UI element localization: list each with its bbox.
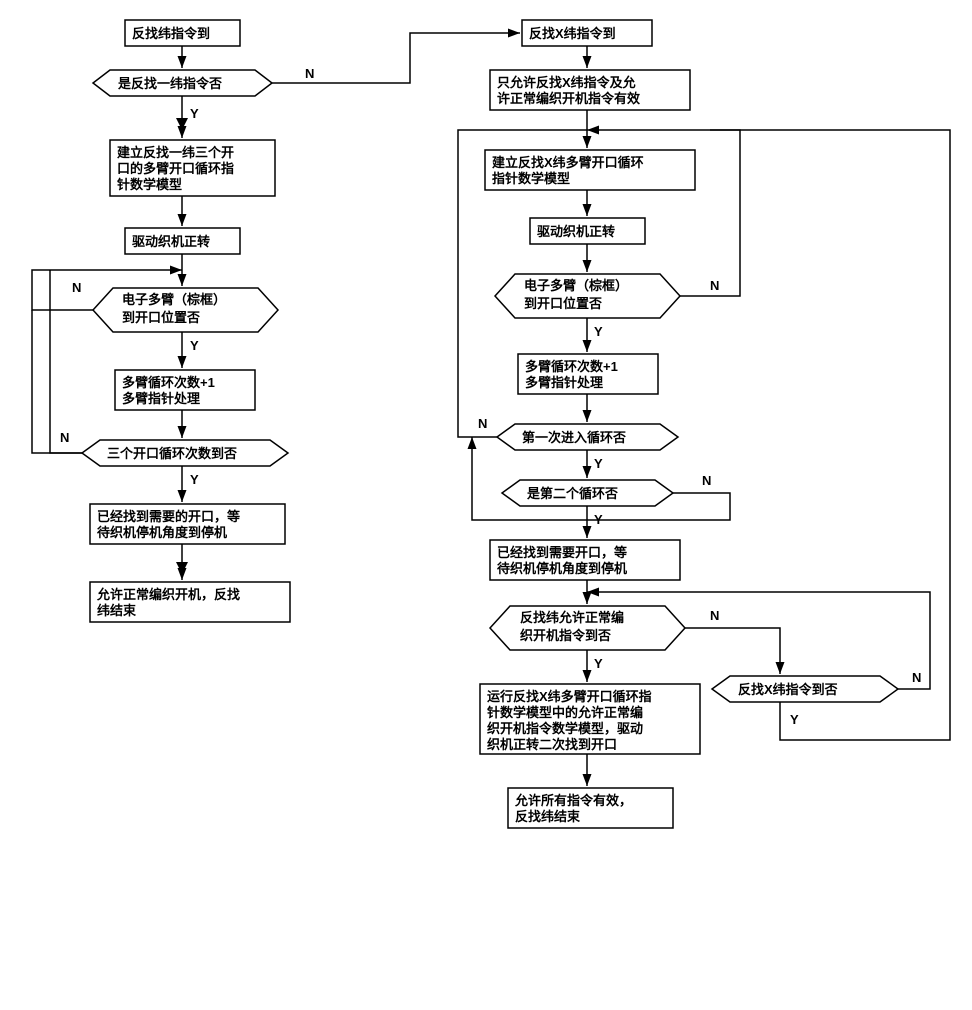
left-d1-text: 是反找一纬指令否 [117, 76, 222, 91]
svg-text:多臂循环次数+1: 多臂循环次数+1 [122, 375, 215, 390]
svg-text:只允许反找X纬指令及允: 只允许反找X纬指令及允 [497, 75, 636, 90]
svg-text:已经找到需要的开口，等: 已经找到需要的开口，等 [97, 509, 240, 524]
left-d1-y: Y [190, 106, 199, 121]
svg-text:第一次进入循环否: 第一次进入循环否 [522, 430, 626, 445]
left-d2-y: Y [190, 338, 199, 353]
svg-text:针数学模型中的允许正常编: 针数学模型中的允许正常编 [486, 705, 643, 720]
svg-text:驱动织机正转: 驱动织机正转 [132, 234, 210, 249]
right-d2-y: Y [594, 456, 603, 471]
svg-text:电子多臂（棕框）: 电子多臂（棕框） [524, 278, 628, 293]
left-d2-n: N [72, 280, 81, 295]
right-d2-n: N [478, 416, 487, 431]
svg-text:到开口位置否: 到开口位置否 [122, 310, 200, 325]
svg-text:反找X纬指令到否: 反找X纬指令到否 [738, 682, 838, 697]
svg-text:三个开口循环次数到否: 三个开口循环次数到否 [107, 446, 237, 461]
left-n1-text: 反找纬指令到 [132, 26, 210, 41]
svg-text:织开机指令数学模型，驱动: 织开机指令数学模型，驱动 [487, 721, 643, 736]
svg-text:驱动织机正转: 驱动织机正转 [537, 224, 615, 239]
svg-text:建立反找X纬多臂开口循环: 建立反找X纬多臂开口循环 [492, 155, 644, 170]
svg-text:多臂指针处理: 多臂指针处理 [525, 375, 603, 390]
right-d4-n: N [710, 608, 719, 623]
svg-text:反找纬允许正常编: 反找纬允许正常编 [520, 610, 624, 625]
svg-text:已经找到需要开口，等: 已经找到需要开口，等 [497, 545, 627, 560]
left-d3-n: N [60, 430, 69, 445]
svg-text:到开口位置否: 到开口位置否 [524, 296, 602, 311]
right-d5-y: Y [790, 712, 799, 727]
right-d4-y: Y [594, 656, 603, 671]
svg-text:反找X纬指令到: 反找X纬指令到 [529, 26, 616, 41]
svg-text:待织机停机角度到停机: 待织机停机角度到停机 [496, 561, 627, 576]
svg-text:电子多臂（棕框）: 电子多臂（棕框） [122, 292, 226, 307]
svg-text:是第二个循环否: 是第二个循环否 [526, 486, 618, 501]
svg-text:口的多臂开口循环指: 口的多臂开口循环指 [117, 161, 234, 176]
left-d1-n: N [305, 66, 314, 81]
left-d3-y: Y [190, 472, 199, 487]
svg-text:织机正转二次找到开口: 织机正转二次找到开口 [487, 737, 617, 752]
svg-text:指针数学模型: 指针数学模型 [492, 171, 570, 186]
svg-text:多臂循环次数+1: 多臂循环次数+1 [525, 359, 618, 374]
svg-text:反找纬结束: 反找纬结束 [515, 809, 581, 824]
flowchart-svg: 反找纬指令到 是反找一纬指令否 N Y 建立反找一纬三个开 口的多臂开口循环指 … [10, 10, 962, 1000]
svg-text:纬结束: 纬结束 [97, 603, 137, 618]
svg-text:多臂指针处理: 多臂指针处理 [122, 391, 200, 406]
right-d1-n: N [710, 278, 719, 293]
right-d1-y: Y [594, 324, 603, 339]
right-d5-n: N [912, 670, 921, 685]
right-d3-n: N [702, 473, 711, 488]
svg-text:针数学模型: 针数学模型 [116, 177, 182, 192]
svg-text:待织机停机角度到停机: 待织机停机角度到停机 [96, 525, 227, 540]
svg-text:允许正常编织开机，反找: 允许正常编织开机，反找 [96, 587, 240, 602]
svg-text:织开机指令到否: 织开机指令到否 [520, 628, 611, 643]
svg-text:运行反找X纬多臂开口循环指: 运行反找X纬多臂开口循环指 [487, 689, 652, 704]
svg-text:建立反找一纬三个开: 建立反找一纬三个开 [117, 145, 234, 160]
svg-text:允许所有指令有效，: 允许所有指令有效， [514, 793, 632, 808]
svg-text:许正常编织开机指令有效: 许正常编织开机指令有效 [497, 91, 641, 106]
